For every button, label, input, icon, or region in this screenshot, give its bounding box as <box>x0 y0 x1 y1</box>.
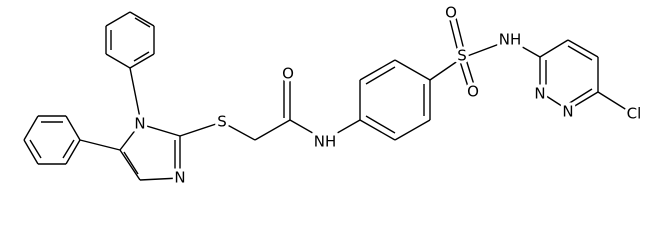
atom-label: N <box>562 103 573 121</box>
atom-label: NH <box>314 133 337 151</box>
atom-label: N <box>134 115 145 133</box>
structure-diagram: N N S O NH S O O NH N N Cl <box>23 1 644 190</box>
atom-label: O <box>467 83 479 101</box>
atom-label: S <box>217 113 227 131</box>
bonds <box>23 11 631 181</box>
atom-label: N <box>174 169 185 187</box>
atom-label: NH <box>499 31 522 49</box>
atom-label: Cl <box>627 105 642 123</box>
atom-label: S <box>457 47 467 65</box>
atom-label: O <box>282 65 294 83</box>
atom-label: N <box>534 85 545 103</box>
atom-label: O <box>445 4 457 22</box>
atom-labels: N N S O NH S O O NH N N Cl <box>131 1 644 190</box>
